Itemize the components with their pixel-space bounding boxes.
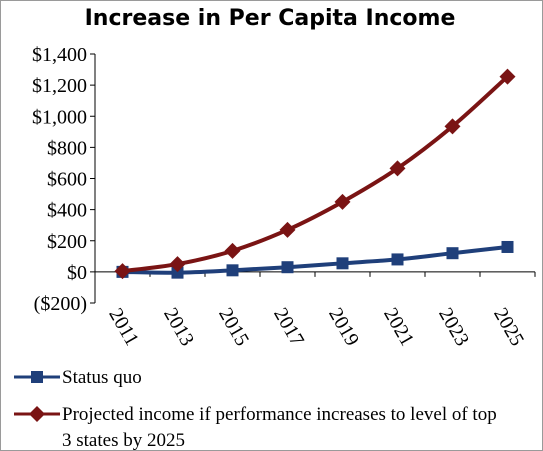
x-tick-label: 2013 (159, 304, 198, 350)
series-group (114, 68, 516, 280)
y-tick-label: $0 (67, 262, 87, 284)
legend-label: 3 states by 2025 (62, 430, 185, 451)
x-tick-label: 2011 (104, 304, 143, 349)
y-tick-label: $1,000 (32, 106, 87, 128)
diamond-point (169, 256, 186, 273)
legend-label: Projected income if performance increase… (62, 404, 497, 425)
series-line (122, 75, 509, 274)
x-tick-label: 2017 (269, 304, 308, 350)
x-tick-label: 2021 (379, 304, 418, 350)
diamond-point (279, 221, 296, 238)
diamond-point (389, 160, 406, 177)
diamond-point (224, 242, 241, 259)
x-tick-label: 2019 (324, 304, 363, 350)
square-point (281, 261, 294, 274)
diamond-point (114, 263, 131, 280)
square-point (501, 240, 514, 253)
diamond-point (499, 68, 516, 85)
square-point (446, 247, 459, 260)
legend-item-1: Status quo (14, 367, 142, 388)
x-tick-label: 2025 (489, 304, 528, 350)
legend-marker (31, 371, 43, 383)
y-tick-label: $600 (47, 169, 87, 191)
y-tick-label: $400 (47, 200, 87, 222)
legend-marker (29, 406, 45, 422)
y-tick-label: $200 (47, 231, 87, 253)
square-point (226, 264, 239, 277)
x-tick-labels: 2011 2013 2015 2017 2019 2021 2023 2025 (104, 304, 528, 350)
y-tick-label: $800 (47, 137, 87, 159)
y-tick-labels: $1,400 $1,200 $1,000 $800 $600 $400 $200 $0 ($20… (32, 44, 87, 315)
square-point (391, 253, 404, 266)
y-tick-label: $1,200 (32, 75, 87, 97)
chart-title: Increase in Per Capita Income (85, 6, 456, 31)
square-point (336, 257, 349, 270)
diamond-point (334, 193, 351, 210)
square-point (171, 266, 184, 279)
x-tick-label: 2015 (214, 304, 253, 350)
series-2 (114, 68, 516, 280)
x-tick-label: 2023 (434, 304, 473, 350)
y-tick-label: $1,400 (32, 44, 87, 66)
legend: Status quo Projected income if performanc… (14, 367, 497, 451)
y-tick-label: ($200) (34, 293, 87, 315)
diamond-point (444, 118, 461, 135)
legend-item-2: Projected income if performance increase… (14, 404, 497, 451)
legend-label: Status quo (62, 367, 142, 388)
